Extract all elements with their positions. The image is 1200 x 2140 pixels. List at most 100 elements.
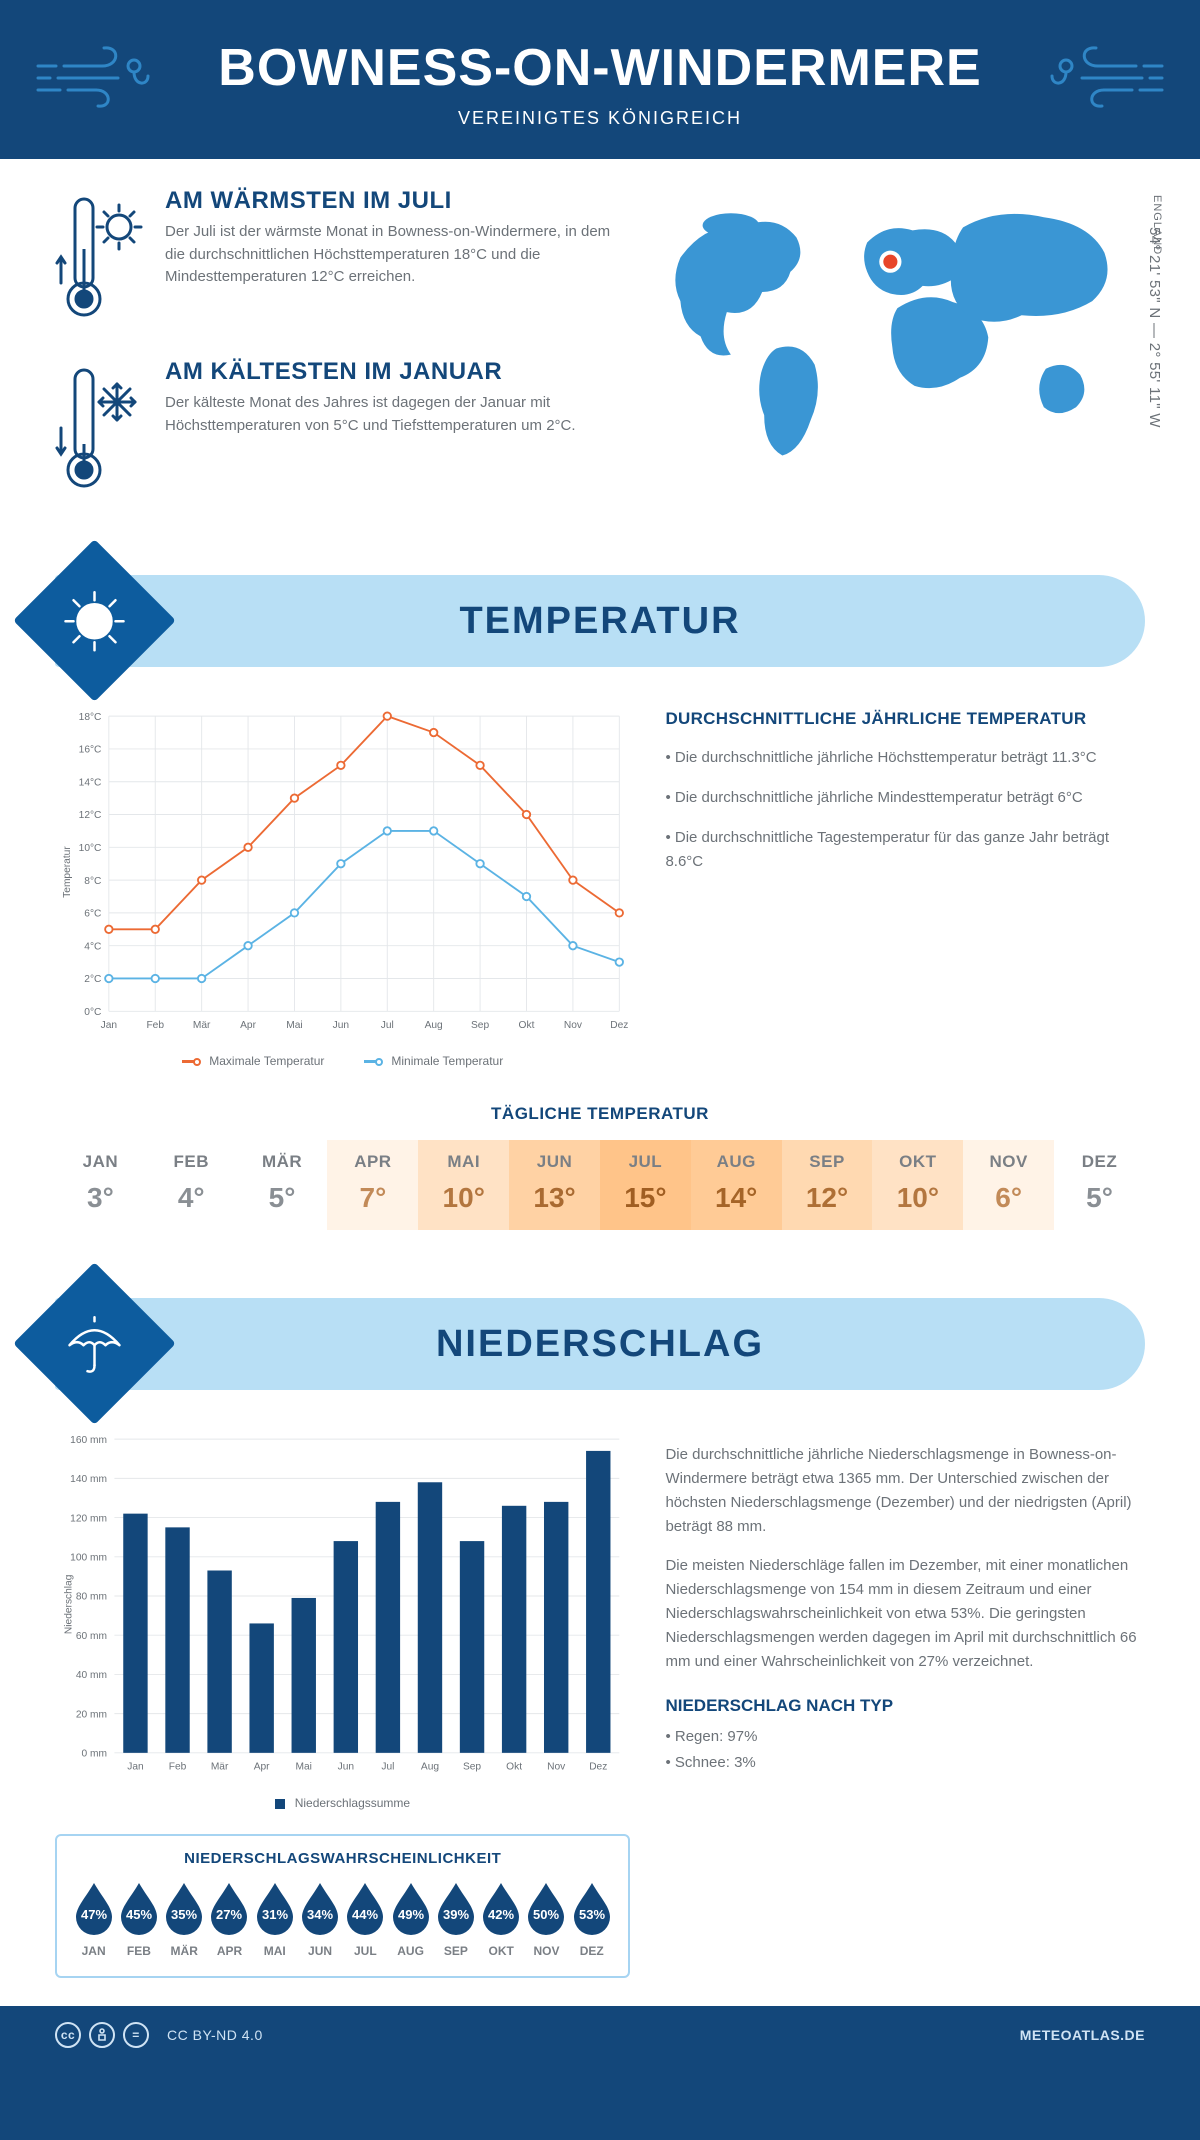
droplet-cell: 27% APR — [207, 1881, 252, 1958]
temp-bullet: • Die durchschnittliche jährliche Höchst… — [665, 746, 1145, 770]
precip-p1: Die durchschnittliche jährliche Niedersc… — [665, 1443, 1145, 1539]
precip-p2: Die meisten Niederschläge fallen im Deze… — [665, 1554, 1145, 1674]
precip-legend: Niederschlagssumme — [55, 1796, 630, 1810]
daily-month: SEP — [782, 1152, 873, 1172]
daily-value: 6° — [963, 1182, 1054, 1214]
section-bar-temperature: TEMPERATUR — [55, 575, 1145, 667]
page-subtitle: VEREINIGTES KÖNIGREICH — [20, 108, 1180, 129]
coldest-title: AM KÄLTESTEN IM JANUAR — [165, 358, 610, 386]
precip-type-title: NIEDERSCHLAG NACH TYP — [665, 1692, 1145, 1719]
warmest-text: Der Juli ist der wärmste Monat in Bownes… — [165, 221, 610, 289]
cc-license: cc = CC BY-ND 4.0 — [55, 2022, 263, 2048]
precip-legend-label: Niederschlagssumme — [295, 1796, 410, 1810]
daily-month: MÄR — [237, 1152, 328, 1172]
droplet-month: JAN — [71, 1944, 116, 1958]
svg-text:6°C: 6°C — [84, 909, 101, 920]
daily-value: 10° — [872, 1182, 963, 1214]
droplet-cell: 45% FEB — [116, 1881, 161, 1958]
thermometer-hot-icon — [55, 187, 147, 332]
svg-text:120 mm: 120 mm — [70, 1513, 107, 1524]
daily-value: 15° — [600, 1182, 691, 1214]
world-map — [640, 187, 1145, 470]
coords-label: 54° 21' 53" N — 2° 55' 11" W — [1146, 227, 1163, 428]
daily-month: NOV — [963, 1152, 1054, 1172]
daily-value: 14° — [691, 1182, 782, 1214]
droplet-month: JUL — [343, 1944, 388, 1958]
svg-text:Aug: Aug — [421, 1762, 439, 1773]
droplet-cell: 50% NOV — [524, 1881, 569, 1958]
droplet-cell: 35% MÄR — [162, 1881, 207, 1958]
svg-text:Dez: Dez — [589, 1762, 607, 1773]
svg-text:140 mm: 140 mm — [70, 1474, 107, 1485]
svg-text:80 mm: 80 mm — [76, 1592, 107, 1603]
daily-month: MAI — [418, 1152, 509, 1172]
svg-text:8°C: 8°C — [84, 876, 101, 887]
precip-type-bullet: • Regen: 97% — [665, 1725, 1145, 1749]
svg-text:Jul: Jul — [381, 1762, 394, 1773]
nd-icon: = — [123, 2022, 149, 2048]
daily-month: FEB — [146, 1152, 237, 1172]
svg-text:160 mm: 160 mm — [70, 1435, 107, 1446]
header: BOWNESS-ON-WINDERMERE VEREINIGTES KÖNIGR… — [0, 0, 1200, 159]
svg-text:49%: 49% — [398, 1907, 424, 1922]
umbrella-icon — [13, 1262, 176, 1425]
cc-icon: cc — [55, 2022, 81, 2048]
daily-month: DEZ — [1054, 1152, 1145, 1172]
daily-temp-cell: JUL 15° — [600, 1140, 691, 1230]
svg-text:31%: 31% — [262, 1907, 288, 1922]
svg-text:Sep: Sep — [463, 1762, 481, 1773]
daily-value: 13° — [509, 1182, 600, 1214]
svg-text:60 mm: 60 mm — [76, 1631, 107, 1642]
svg-text:10°C: 10°C — [79, 843, 102, 854]
daily-month: AUG — [691, 1152, 782, 1172]
daily-value: 12° — [782, 1182, 873, 1214]
droplet-cell: 44% JUL — [343, 1881, 388, 1958]
daily-month: JAN — [55, 1152, 146, 1172]
daily-value: 5° — [237, 1182, 328, 1214]
daily-value: 7° — [327, 1182, 418, 1214]
svg-text:Jun: Jun — [333, 1020, 349, 1031]
temperature-row: 0°C2°C4°C6°C8°C10°C12°C14°C16°C18°CJanFe… — [55, 705, 1145, 1068]
daily-value: 4° — [146, 1182, 237, 1214]
svg-text:Dez: Dez — [610, 1020, 628, 1031]
svg-text:12°C: 12°C — [79, 810, 102, 821]
section-bar-precip: NIEDERSCHLAG — [55, 1298, 1145, 1390]
sun-icon — [13, 539, 176, 702]
svg-text:44%: 44% — [352, 1907, 378, 1922]
svg-text:35%: 35% — [171, 1907, 197, 1922]
daily-temp-cell: MÄR 5° — [237, 1140, 328, 1230]
svg-text:Apr: Apr — [254, 1762, 270, 1773]
svg-text:Mai: Mai — [286, 1020, 302, 1031]
droplet-month: MAI — [252, 1944, 297, 1958]
svg-text:Mär: Mär — [211, 1762, 229, 1773]
svg-text:20 mm: 20 mm — [76, 1709, 107, 1720]
legend-min: Minimale Temperatur — [391, 1054, 503, 1068]
svg-text:47%: 47% — [81, 1907, 107, 1922]
daily-temp-cell: OKT 10° — [872, 1140, 963, 1230]
droplet-cell: 42% OKT — [479, 1881, 524, 1958]
coldest-text: Der kälteste Monat des Jahres ist dagege… — [165, 392, 610, 437]
temp-bullet: • Die durchschnittliche jährliche Mindes… — [665, 786, 1145, 810]
svg-text:2°C: 2°C — [84, 974, 101, 985]
precip-text: Die durchschnittliche jährliche Niedersc… — [665, 1428, 1145, 1978]
daily-temp-cell: JUN 13° — [509, 1140, 600, 1230]
svg-text:27%: 27% — [216, 1907, 242, 1922]
svg-text:Mär: Mär — [193, 1020, 211, 1031]
svg-text:14°C: 14°C — [79, 777, 102, 788]
daily-month: OKT — [872, 1152, 963, 1172]
svg-text:Nov: Nov — [564, 1020, 583, 1031]
droplet-cell: 31% MAI — [252, 1881, 297, 1958]
daily-temp-strip: JAN 3°FEB 4°MÄR 5°APR 7°MAI 10°JUN 13°JU… — [55, 1140, 1145, 1230]
droplet-cell: 53% DEZ — [569, 1881, 614, 1958]
precip-probability-box: NIEDERSCHLAGSWAHRSCHEINLICHKEIT 47% JAN … — [55, 1834, 630, 1978]
daily-value: 10° — [418, 1182, 509, 1214]
droplet-cell: 47% JAN — [71, 1881, 116, 1958]
thermometer-cold-icon — [55, 358, 147, 503]
daily-value: 5° — [1054, 1182, 1145, 1214]
droplet-month: FEB — [116, 1944, 161, 1958]
svg-text:Niederschlag: Niederschlag — [64, 1574, 75, 1634]
svg-text:0°C: 0°C — [84, 1007, 101, 1018]
svg-text:Aug: Aug — [425, 1020, 443, 1031]
svg-text:50%: 50% — [533, 1907, 559, 1922]
svg-text:Apr: Apr — [240, 1020, 256, 1031]
